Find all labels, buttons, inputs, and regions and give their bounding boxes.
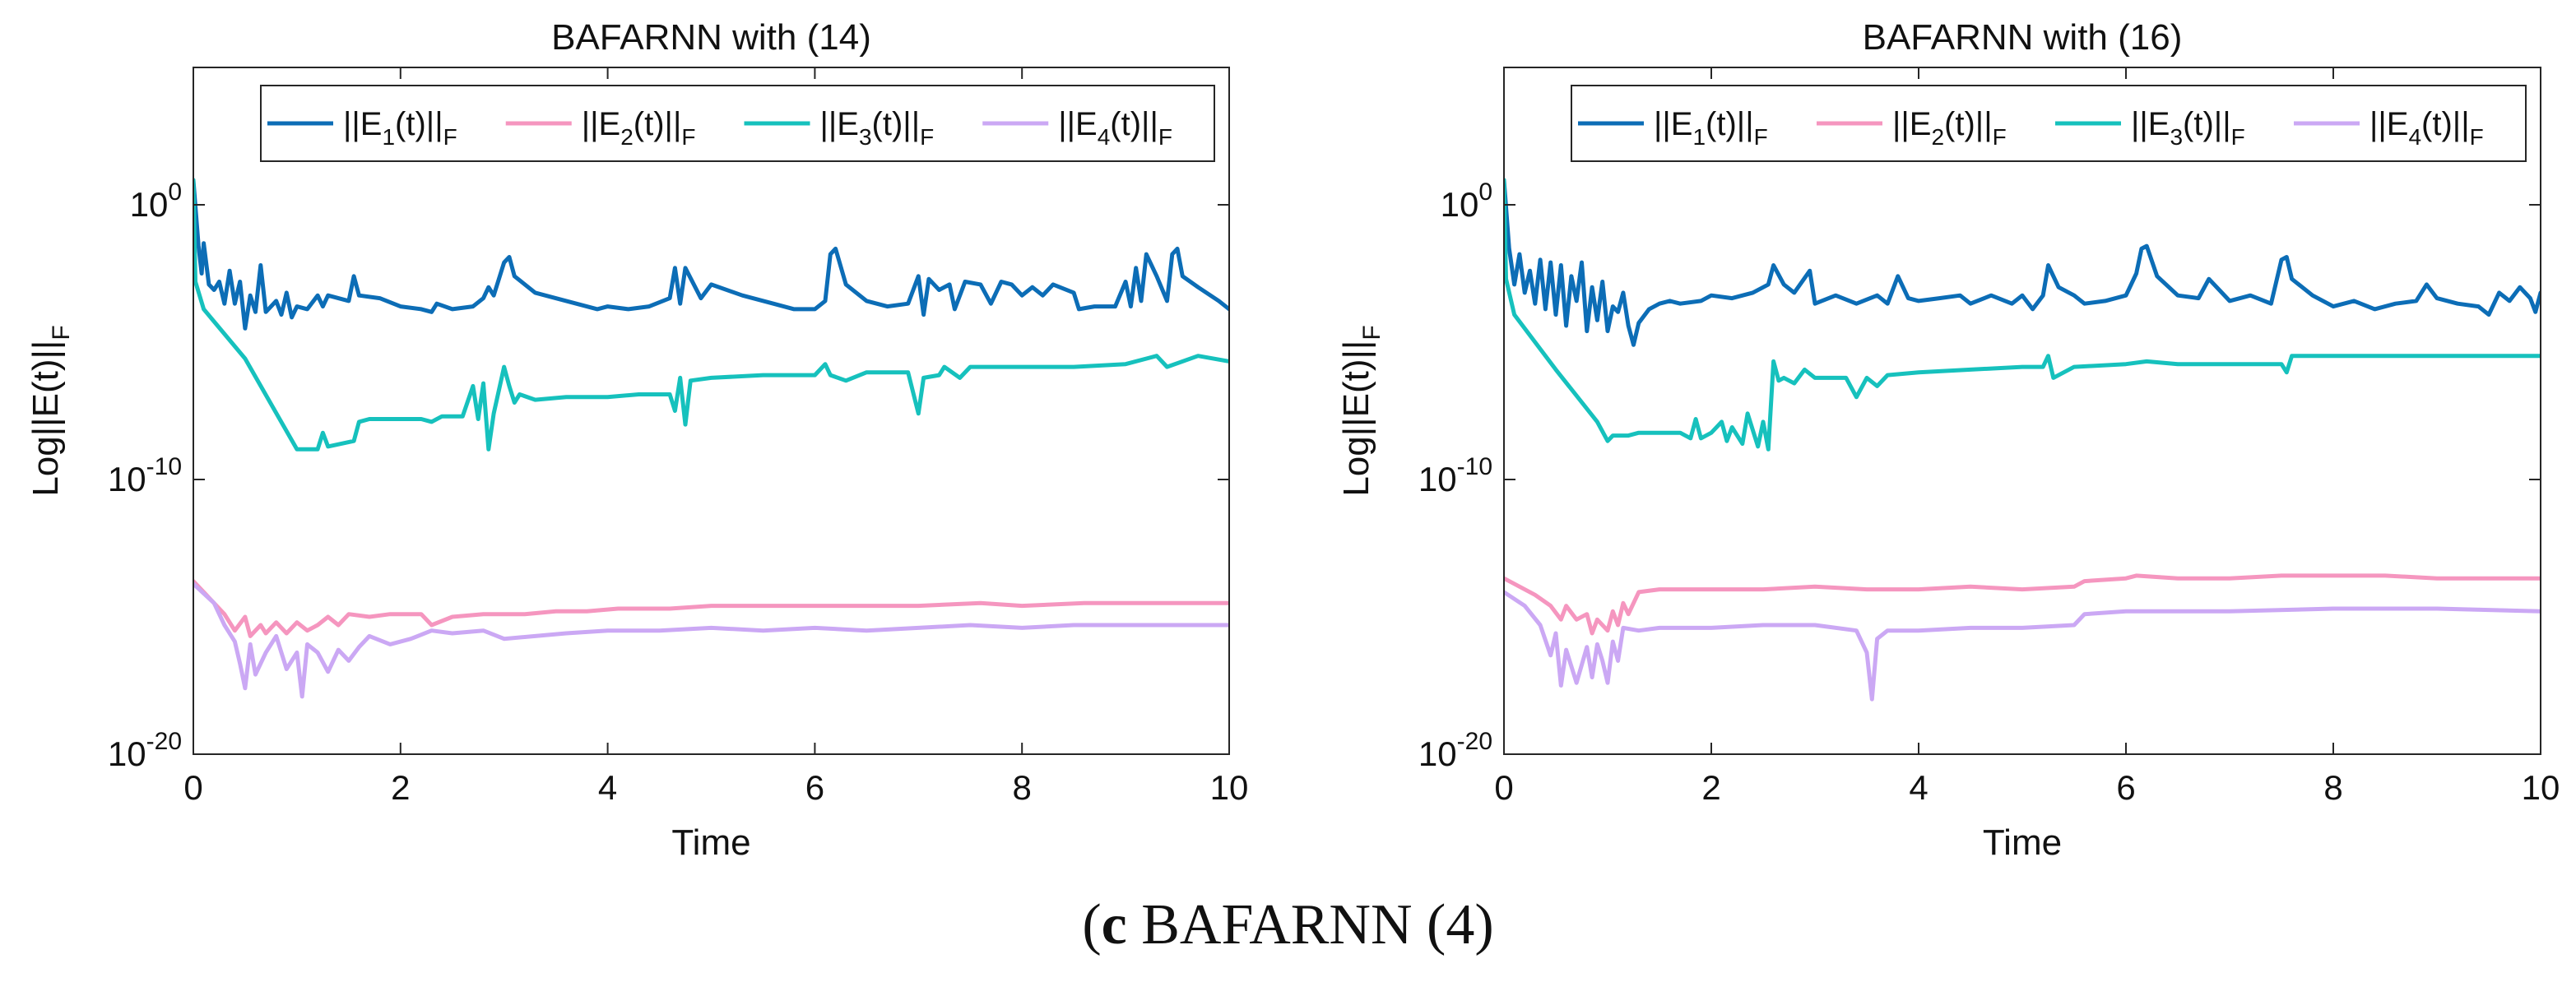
- legend-label-e1: ||E1(t)||F: [1654, 106, 1768, 150]
- caption-label: c: [1101, 893, 1127, 957]
- x-tick-label: 0: [1494, 768, 1513, 807]
- y-tick-label: 100: [1441, 178, 1492, 224]
- chart-title: BAFARNN with (14): [551, 17, 871, 58]
- x-tick-label: 8: [1013, 768, 1032, 807]
- x-tick-label: 8: [2323, 768, 2342, 807]
- series-line-e3: [193, 178, 1229, 452]
- x-tick-label: 10: [2522, 768, 2560, 807]
- series-line-e4: [1504, 590, 2541, 702]
- legend-box: [1571, 85, 2527, 162]
- x-tick-label: 2: [1701, 768, 1720, 807]
- series-group: [193, 178, 1229, 699]
- chart-title: BAFARNN with (16): [1863, 17, 2183, 58]
- y-tick-label: 100: [130, 178, 182, 224]
- axes-box: [1503, 67, 2541, 755]
- series-line-e1: [1504, 178, 2541, 347]
- legend-label-e1: ||E1(t)||F: [343, 106, 457, 150]
- legend-label-e2: ||E2(t)||F: [1892, 106, 2007, 150]
- legend: ||E1(t)||F ||E2(t)||F ||E3(t)||F ||E4(t)||F: [260, 85, 1215, 162]
- y-tick-label: 10-20: [108, 728, 182, 773]
- chart-panel-1: BAFARNN with (14) 0 2 4 6 8 10 10-20 10-10 100 Tim…: [26, 17, 1248, 863]
- legend-label-e4: ||E4(t)||F: [1058, 106, 1172, 150]
- y-axis-label: Log||E(t)||F: [1336, 325, 1385, 496]
- series-group: [1504, 178, 2541, 702]
- y-axis-label: Log||E(t)||F: [26, 325, 75, 496]
- legend: ||E1(t)||F ||E2(t)||F ||E3(t)||F ||E4(t)||F: [1571, 85, 2527, 162]
- legend-label-e2: ||E2(t)||F: [582, 106, 696, 150]
- x-tick-label: 6: [805, 768, 824, 807]
- figure-caption: (c BAFARNN (4): [1082, 893, 1494, 957]
- series-line-e3: [1504, 178, 2541, 452]
- x-tick-label: 0: [183, 768, 202, 807]
- x-tick-label: 2: [391, 768, 410, 807]
- x-axis-label: Time: [1983, 822, 2062, 863]
- chart-panel-2: BAFARNN with (16) 0 2 4 6 8 10 10-20 10-10 100 Tim…: [1336, 17, 2560, 863]
- legend-box: [260, 85, 1215, 162]
- caption-text: BAFARNN (4): [1126, 893, 1494, 957]
- series-line-e2: [193, 579, 1229, 638]
- legend-label-e3: ||E3(t)||F: [2131, 106, 2245, 150]
- y-tick-label: 10-10: [1418, 453, 1492, 498]
- y-tick-label: 10-20: [1418, 728, 1492, 773]
- x-tick-label: 4: [598, 768, 617, 807]
- x-tick-label: 10: [1210, 768, 1249, 807]
- series-line-e2: [1504, 573, 2541, 636]
- legend-label-e3: ||E3(t)||F: [820, 106, 935, 150]
- x-tick-label: 6: [2116, 768, 2135, 807]
- series-line-e4: [193, 581, 1229, 699]
- y-tick-label: 10-10: [108, 453, 182, 498]
- axes-box: [193, 67, 1230, 755]
- series-line-e1: [193, 178, 1229, 331]
- x-tick-label: 4: [1909, 768, 1928, 807]
- x-axis-label: Time: [671, 822, 750, 863]
- legend-label-e4: ||E4(t)||F: [2369, 106, 2484, 150]
